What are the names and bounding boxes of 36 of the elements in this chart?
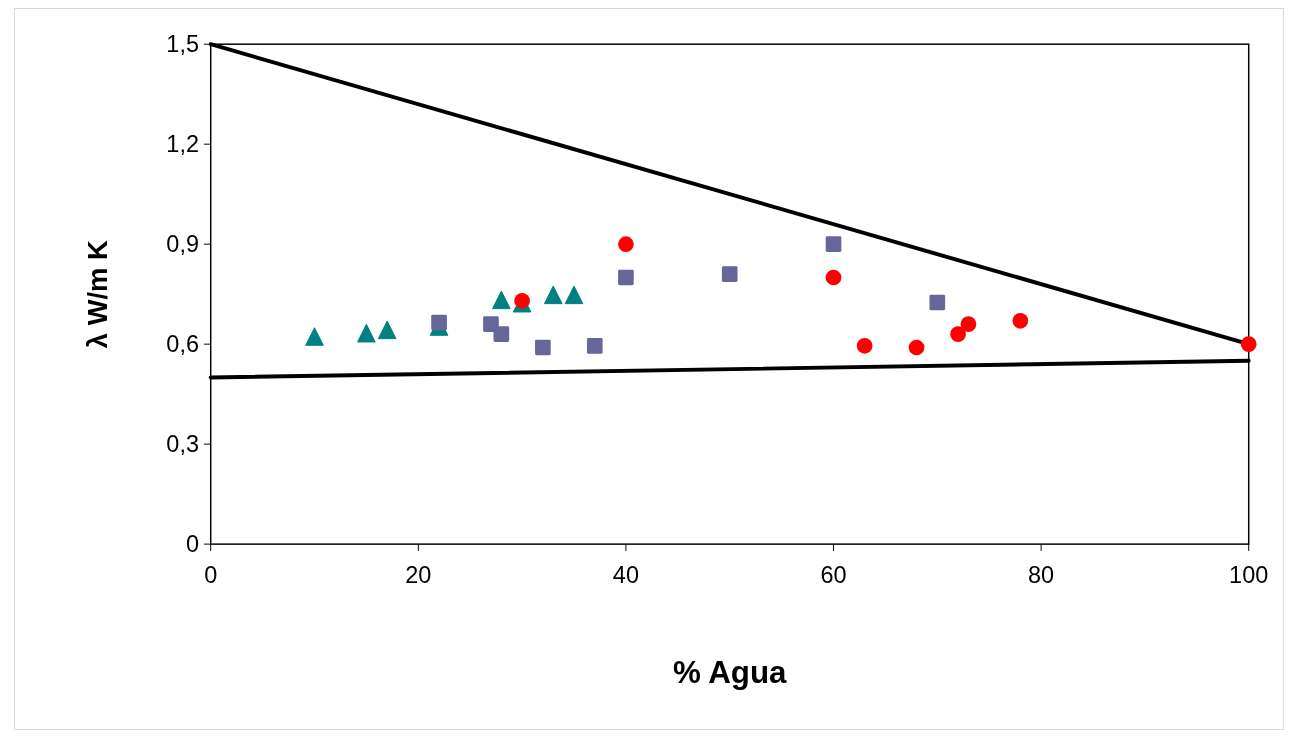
x-tick-label: 40 (612, 562, 639, 589)
point (535, 339, 551, 356)
point (721, 266, 738, 282)
point (543, 285, 563, 305)
point (492, 290, 511, 310)
point (960, 316, 977, 332)
point (1240, 336, 1257, 352)
point (1012, 312, 1029, 329)
y-axis-title: λ W/m K (82, 239, 114, 349)
x-tick-label: 0 (204, 562, 218, 589)
point (856, 337, 873, 354)
y-tick-label: 0 (185, 531, 199, 558)
point (618, 236, 634, 252)
x-tick-label: 20 (405, 562, 432, 589)
point (950, 326, 966, 342)
point (493, 326, 510, 342)
y-tick-label: 1,5 (166, 31, 199, 58)
point (618, 269, 634, 286)
x-axis-title: % Agua (672, 655, 788, 691)
point (586, 337, 603, 354)
x-tick-label: 60 (820, 562, 847, 589)
point (929, 294, 946, 311)
y-tick-label: 0,6 (166, 331, 199, 358)
point (825, 236, 842, 252)
x-tick-label: 100 (1229, 562, 1269, 589)
point (357, 323, 376, 343)
point (564, 285, 584, 305)
point (305, 327, 324, 346)
y-tick-label: 0,3 (166, 431, 199, 458)
point (431, 314, 447, 331)
point (377, 320, 397, 340)
y-tick-label: 0,9 (166, 231, 199, 258)
point (825, 269, 842, 286)
point (908, 339, 925, 356)
y-tick-label: 1,2 (166, 131, 199, 158)
x-tick-label: 80 (1028, 562, 1055, 589)
